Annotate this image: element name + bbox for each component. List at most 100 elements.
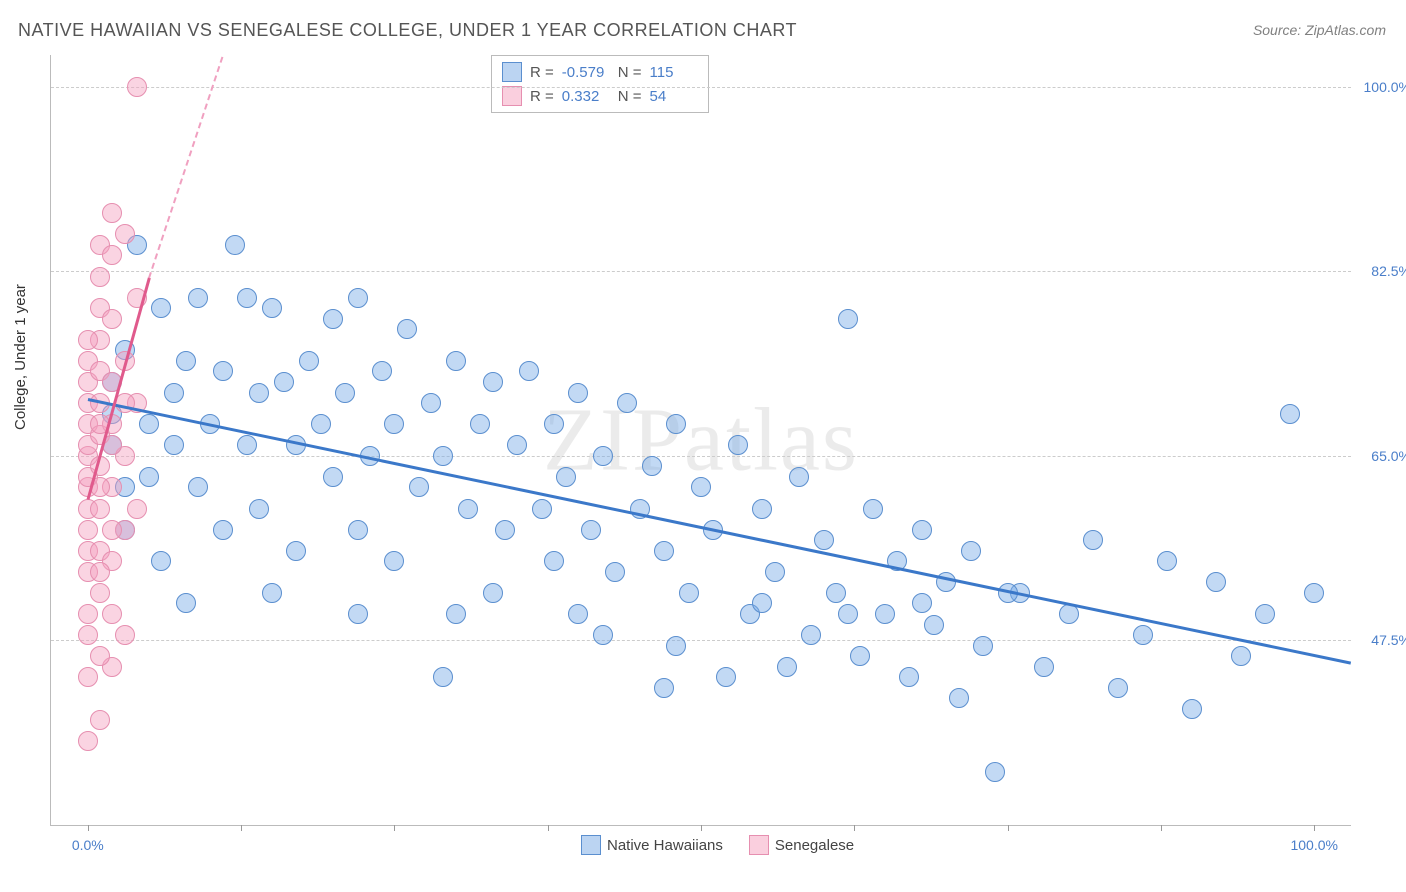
data-point — [912, 593, 932, 613]
data-point — [299, 351, 319, 371]
r-value: -0.579 — [562, 64, 610, 81]
data-point — [1206, 572, 1226, 592]
data-point — [139, 414, 159, 434]
data-point — [78, 520, 98, 540]
swatch-icon — [581, 835, 601, 855]
data-point — [446, 604, 466, 624]
data-point — [789, 467, 809, 487]
data-point — [311, 414, 331, 434]
y-tick-label: 47.5% — [1356, 632, 1406, 648]
stats-legend-box: R = -0.579 N = 115 R = 0.332 N = 54 — [491, 55, 709, 113]
data-point — [237, 435, 257, 455]
data-point — [679, 583, 699, 603]
data-point — [470, 414, 490, 434]
data-point — [102, 309, 122, 329]
data-point — [372, 361, 392, 381]
data-point — [249, 499, 269, 519]
x-tick-label: 100.0% — [1290, 837, 1337, 853]
data-point — [115, 224, 135, 244]
data-point — [568, 383, 588, 403]
data-point — [924, 615, 944, 635]
data-point — [188, 288, 208, 308]
data-point — [421, 393, 441, 413]
data-point — [1133, 625, 1153, 645]
data-point — [1231, 646, 1251, 666]
data-point — [384, 551, 404, 571]
data-point — [213, 520, 233, 540]
data-point — [397, 319, 417, 339]
data-point — [102, 604, 122, 624]
data-point — [348, 520, 368, 540]
series-legend: Native Hawaiians Senegalese — [581, 835, 854, 855]
data-point — [433, 667, 453, 687]
data-point — [949, 688, 969, 708]
data-point — [90, 267, 110, 287]
data-point — [875, 604, 895, 624]
data-point — [90, 710, 110, 730]
data-point — [483, 372, 503, 392]
watermark: ZIPatlas — [543, 389, 859, 492]
data-point — [814, 530, 834, 550]
legend-item: Native Hawaiians — [581, 835, 723, 855]
data-point — [581, 520, 601, 540]
source-label: Source: ZipAtlas.com — [1253, 22, 1386, 38]
swatch-icon — [749, 835, 769, 855]
data-point — [249, 383, 269, 403]
gridline — [51, 271, 1351, 272]
x-tick — [88, 825, 89, 831]
data-point — [1182, 699, 1202, 719]
y-axis-label: College, Under 1 year — [12, 284, 29, 430]
data-point — [176, 351, 196, 371]
data-point — [458, 499, 478, 519]
stats-row: R = -0.579 N = 115 — [502, 60, 698, 84]
data-point — [850, 646, 870, 666]
data-point — [433, 446, 453, 466]
data-point — [139, 467, 159, 487]
data-point — [777, 657, 797, 677]
data-point — [446, 351, 466, 371]
data-point — [1034, 657, 1054, 677]
data-point — [532, 499, 552, 519]
data-point — [262, 583, 282, 603]
data-point — [90, 646, 110, 666]
legend-item: Senegalese — [749, 835, 854, 855]
data-point — [1157, 551, 1177, 571]
n-label: N = — [618, 64, 642, 81]
data-point — [617, 393, 637, 413]
r-label: R = — [530, 88, 554, 105]
data-point — [863, 499, 883, 519]
data-point — [593, 625, 613, 645]
data-point — [164, 383, 184, 403]
data-point — [151, 551, 171, 571]
data-point — [115, 625, 135, 645]
data-point — [654, 678, 674, 698]
swatch-icon — [502, 86, 522, 106]
data-point — [274, 372, 294, 392]
data-point — [127, 77, 147, 97]
chart-title: NATIVE HAWAIIAN VS SENEGALESE COLLEGE, U… — [18, 20, 797, 41]
data-point — [495, 520, 515, 540]
data-point — [642, 456, 662, 476]
trend-line — [148, 56, 223, 278]
data-point — [188, 477, 208, 497]
data-point — [544, 414, 564, 434]
legend-label: Native Hawaiians — [607, 837, 723, 854]
data-point — [728, 435, 748, 455]
y-tick-label: 65.0% — [1356, 448, 1406, 464]
data-point — [912, 520, 932, 540]
data-point — [765, 562, 785, 582]
data-point — [483, 583, 503, 603]
data-point — [1304, 583, 1324, 603]
data-point — [78, 731, 98, 751]
data-point — [691, 477, 711, 497]
data-point — [323, 467, 343, 487]
gridline — [51, 87, 1351, 88]
data-point — [151, 298, 171, 318]
y-tick-label: 100.0% — [1356, 79, 1406, 95]
n-value: 115 — [650, 64, 698, 81]
data-point — [985, 762, 1005, 782]
data-point — [102, 245, 122, 265]
swatch-icon — [502, 62, 522, 82]
trend-line — [87, 398, 1351, 665]
data-point — [78, 667, 98, 687]
